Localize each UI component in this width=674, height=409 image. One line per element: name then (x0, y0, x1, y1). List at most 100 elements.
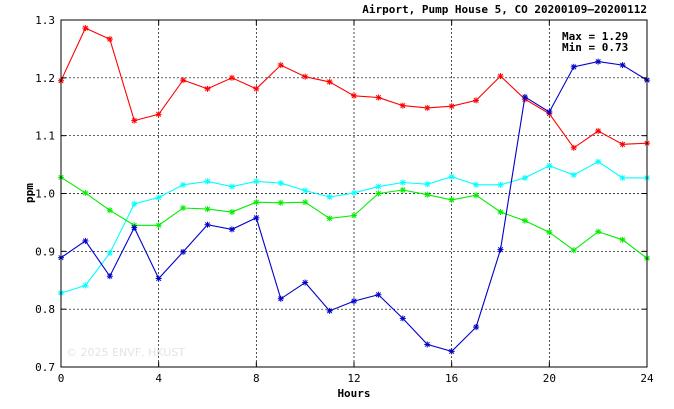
data-point (521, 93, 528, 100)
data-point (424, 104, 431, 111)
data-point (448, 103, 455, 110)
data-point (424, 181, 431, 188)
data-point (155, 222, 162, 229)
data-point (326, 78, 333, 85)
data-point (228, 226, 235, 233)
x-tick-label: 20 (543, 372, 556, 385)
data-point (448, 348, 455, 355)
y-tick-label: 0.7 (35, 361, 55, 374)
data-point (619, 62, 626, 69)
data-point (228, 183, 235, 190)
data-point (351, 212, 357, 219)
x-tick-label: 8 (253, 372, 260, 385)
data-point (204, 178, 211, 185)
data-point (326, 215, 333, 222)
data-point (106, 250, 113, 257)
x-axis-label: Hours (337, 387, 370, 400)
data-point (570, 144, 577, 151)
data-point (595, 128, 602, 135)
y-tick-label: 1.0 (35, 188, 55, 201)
data-point (546, 229, 553, 236)
data-point (375, 183, 382, 190)
data-point (155, 111, 162, 118)
data-point (570, 171, 577, 178)
data-point (131, 117, 138, 124)
x-tick-label: 4 (155, 372, 162, 385)
x-tick-label: 24 (640, 372, 654, 385)
data-point (448, 196, 455, 203)
y-tick-label: 1.2 (35, 72, 55, 85)
data-point (424, 341, 431, 348)
data-point (546, 108, 553, 115)
data-point (375, 190, 382, 197)
data-point (351, 298, 357, 305)
data-point (82, 237, 89, 244)
data-point (595, 228, 602, 235)
data-point (448, 173, 455, 180)
data-point (473, 192, 480, 199)
data-point (595, 58, 602, 65)
data-point (473, 97, 480, 104)
watermark: © 2025 ENVF, HKUST (66, 346, 185, 359)
y-tick-label: 1.1 (35, 130, 55, 143)
data-point (351, 189, 357, 196)
data-point (619, 236, 626, 243)
data-point (106, 273, 113, 280)
data-point (399, 315, 406, 322)
data-point (375, 94, 382, 101)
data-point (131, 224, 138, 231)
data-point (204, 206, 211, 213)
data-point (375, 291, 382, 298)
data-point (619, 174, 626, 181)
data-point (228, 74, 235, 81)
data-point (228, 209, 235, 216)
y-tick-label: 0.8 (35, 303, 55, 316)
data-point (131, 200, 138, 207)
data-point (521, 217, 528, 224)
data-point (253, 214, 260, 221)
data-point (155, 194, 162, 201)
data-point (497, 209, 504, 216)
min-label: Min = 0.73 (562, 41, 628, 54)
data-point (570, 63, 577, 70)
data-point (253, 85, 260, 92)
chart-title: Airport, Pump House 5, CO 20200109–20200… (362, 3, 647, 16)
data-point (277, 199, 284, 206)
data-point (497, 73, 504, 80)
data-point (82, 25, 89, 32)
data-point (277, 62, 284, 69)
data-point (497, 181, 504, 188)
data-point (546, 162, 553, 169)
data-point (180, 77, 187, 84)
data-point (497, 246, 504, 253)
data-point (253, 199, 260, 206)
data-point (180, 181, 187, 188)
x-tick-label: 16 (445, 372, 458, 385)
data-point (302, 73, 309, 80)
y-tick-label: 1.3 (35, 14, 55, 27)
data-point (155, 275, 162, 282)
data-point (204, 85, 211, 92)
series-2 (58, 158, 650, 296)
data-point (473, 181, 480, 188)
x-tick-label: 0 (58, 372, 65, 385)
data-point (302, 199, 309, 206)
series-group (58, 25, 650, 355)
data-point (399, 179, 406, 186)
data-point (277, 295, 284, 302)
data-point (399, 187, 406, 194)
data-point (399, 102, 406, 109)
data-point (277, 180, 284, 187)
data-point (326, 307, 333, 314)
data-point (302, 279, 309, 286)
data-point (106, 36, 113, 43)
axis-ticks: 0 4 8 12 16 20 24 0.7 0.8 0.9 1.0 1.1 1.2 1.3 (35, 14, 654, 385)
data-point (106, 207, 113, 214)
data-point (619, 141, 626, 148)
x-tick-label: 12 (347, 372, 360, 385)
data-point (351, 92, 357, 99)
data-point (82, 282, 89, 289)
data-point (180, 204, 187, 211)
data-point (180, 248, 187, 255)
